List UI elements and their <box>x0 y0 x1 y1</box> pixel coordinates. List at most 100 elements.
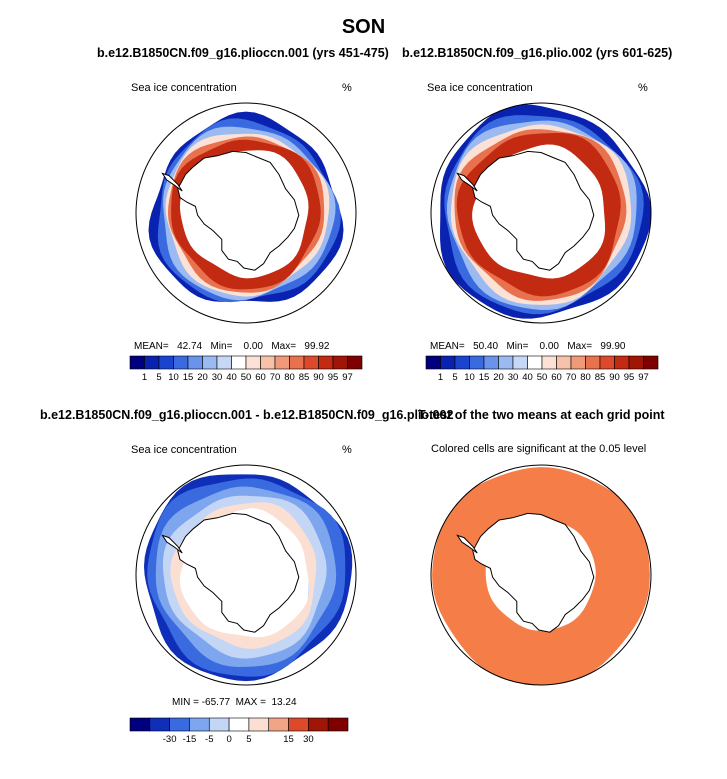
colorbar-tick-label: 80 <box>284 372 295 383</box>
colorbar-tick-label: 70 <box>566 372 577 383</box>
colorbar-box <box>327 717 349 732</box>
panel-3-variable-label: Sea ice concentration <box>131 444 237 456</box>
colorbar-box <box>498 355 514 370</box>
colorbar-box <box>288 717 309 732</box>
colorbar-box <box>643 355 659 370</box>
panel-4-subtitle: Colored cells are significant at the 0.0… <box>431 443 647 455</box>
colorbar-box <box>570 355 586 370</box>
colorbar-box <box>129 717 151 732</box>
panel-2-units-label: % <box>638 82 648 94</box>
map-border <box>135 102 357 324</box>
colorbar-box <box>169 717 190 732</box>
colorbar-tick-label: 40 <box>522 372 533 383</box>
panel-2-title: b.e12.B1850CN.f09_g16.plio.002 (yrs 601-… <box>402 46 673 60</box>
colorbar-box <box>483 355 499 370</box>
colorbar-tick-label: -15 <box>183 734 197 745</box>
colorbar-tick-label: 40 <box>226 372 237 383</box>
colorbar-box <box>347 355 363 370</box>
colorbar-tick-label: 30 <box>303 734 314 745</box>
colorbar-tick-label: 30 <box>508 372 519 383</box>
colorbar-box <box>187 355 203 370</box>
ice-band <box>432 467 650 685</box>
colorbar-tick-label: 90 <box>609 372 620 383</box>
figure-title: SON <box>341 16 386 38</box>
colorbar-box <box>274 355 290 370</box>
colorbar-box <box>585 355 601 370</box>
panel-1-title: b.e12.B1850CN.f09_g16.plioccn.001 (yrs 4… <box>97 46 389 60</box>
antarctica-coastline <box>472 512 595 633</box>
colorbar-tick-label: 1 <box>142 372 147 383</box>
colorbar-box <box>231 355 247 370</box>
colorbar-tick-label: 80 <box>580 372 591 383</box>
colorbar-tick-label: -5 <box>205 734 213 745</box>
antarctica-coastline <box>472 150 595 271</box>
colorbar-tick-label: 20 <box>493 372 504 383</box>
panel-1-map <box>135 102 357 324</box>
panel-1-units-label: % <box>342 82 352 94</box>
colorbar-tick-label: 15 <box>479 372 490 383</box>
colorbar-tick-label: 30 <box>212 372 223 383</box>
antarctic-peninsula <box>456 172 478 192</box>
panel-2-variable-label: Sea ice concentration <box>427 82 533 94</box>
panel-3-stats: MIN = -65.77 MAX = 13.24 <box>172 697 297 708</box>
colorbar-tick-label: 20 <box>197 372 208 383</box>
panel-3-map <box>135 464 357 686</box>
colorbar-tick-label: 97 <box>638 372 649 383</box>
colorbar-box <box>541 355 557 370</box>
colorbar-box <box>512 355 528 370</box>
panel-4-title: T-test of the two means at each grid poi… <box>418 408 665 422</box>
colorbar-box <box>289 355 305 370</box>
colorbar-tick-label: 70 <box>270 372 281 383</box>
colorbar-box <box>303 355 319 370</box>
antarctica-coastline <box>177 150 300 271</box>
colorbar-tick-label: -30 <box>163 734 177 745</box>
map-border <box>430 102 652 324</box>
colorbar-box <box>144 355 160 370</box>
colorbar-box <box>129 355 145 370</box>
colorbar-tick-label: 15 <box>183 372 194 383</box>
colorbar-box <box>149 717 170 732</box>
antarctica-coastline <box>177 512 300 633</box>
colorbar-box <box>248 717 270 732</box>
colorbar-tick-label: 50 <box>537 372 548 383</box>
antarctic-peninsula <box>161 172 183 192</box>
panel-3-units-label: % <box>342 444 352 456</box>
map-border <box>135 464 357 686</box>
colorbar-tick-label: 97 <box>342 372 353 383</box>
colorbar-box <box>527 355 543 370</box>
colorbar-box <box>440 355 456 370</box>
colorbar-box <box>332 355 348 370</box>
colorbar-box <box>228 717 250 732</box>
panel-4-map <box>430 464 652 686</box>
colorbar-tick-label: 0 <box>226 734 231 745</box>
colorbar-box <box>268 717 289 732</box>
colorbar-tick-label: 5 <box>156 372 161 383</box>
colorbar-tick-label: 90 <box>313 372 324 383</box>
colorbar-box <box>245 355 261 370</box>
colorbar-box <box>556 355 572 370</box>
colorbar-tick-label: 10 <box>168 372 179 383</box>
colorbar-tick-label: 85 <box>595 372 606 383</box>
panel-1-variable-label: Sea ice concentration <box>131 82 237 94</box>
colorbar-box <box>202 355 218 370</box>
colorbar-tick-label: 5 <box>246 734 251 745</box>
map-border <box>430 464 652 686</box>
colorbar-box <box>208 717 230 732</box>
colorbar-box <box>216 355 232 370</box>
colorbar-box <box>318 355 334 370</box>
colorbar-box <box>599 355 615 370</box>
panel-2-map <box>430 102 652 324</box>
colorbar-box <box>425 355 441 370</box>
panel-1-stats: MEAN= 42.74 Min= 0.00 Max= 99.92 <box>134 341 330 352</box>
colorbar-tick-label: 5 <box>452 372 457 383</box>
panel-2-stats: MEAN= 50.40 Min= 0.00 Max= 99.90 <box>430 341 626 352</box>
colorbar-box <box>454 355 470 370</box>
colorbar-box <box>173 355 189 370</box>
colorbar-tick-label: 95 <box>624 372 635 383</box>
antarctic-peninsula <box>161 534 183 554</box>
panel-3-title: b.e12.B1850CN.f09_g16.plioccn.001 - b.e1… <box>40 408 454 422</box>
colorbar-tick-label: 60 <box>255 372 266 383</box>
colorbar-tick-label: 95 <box>328 372 339 383</box>
colorbar-box <box>158 355 174 370</box>
colorbar-tick-label: 85 <box>299 372 310 383</box>
